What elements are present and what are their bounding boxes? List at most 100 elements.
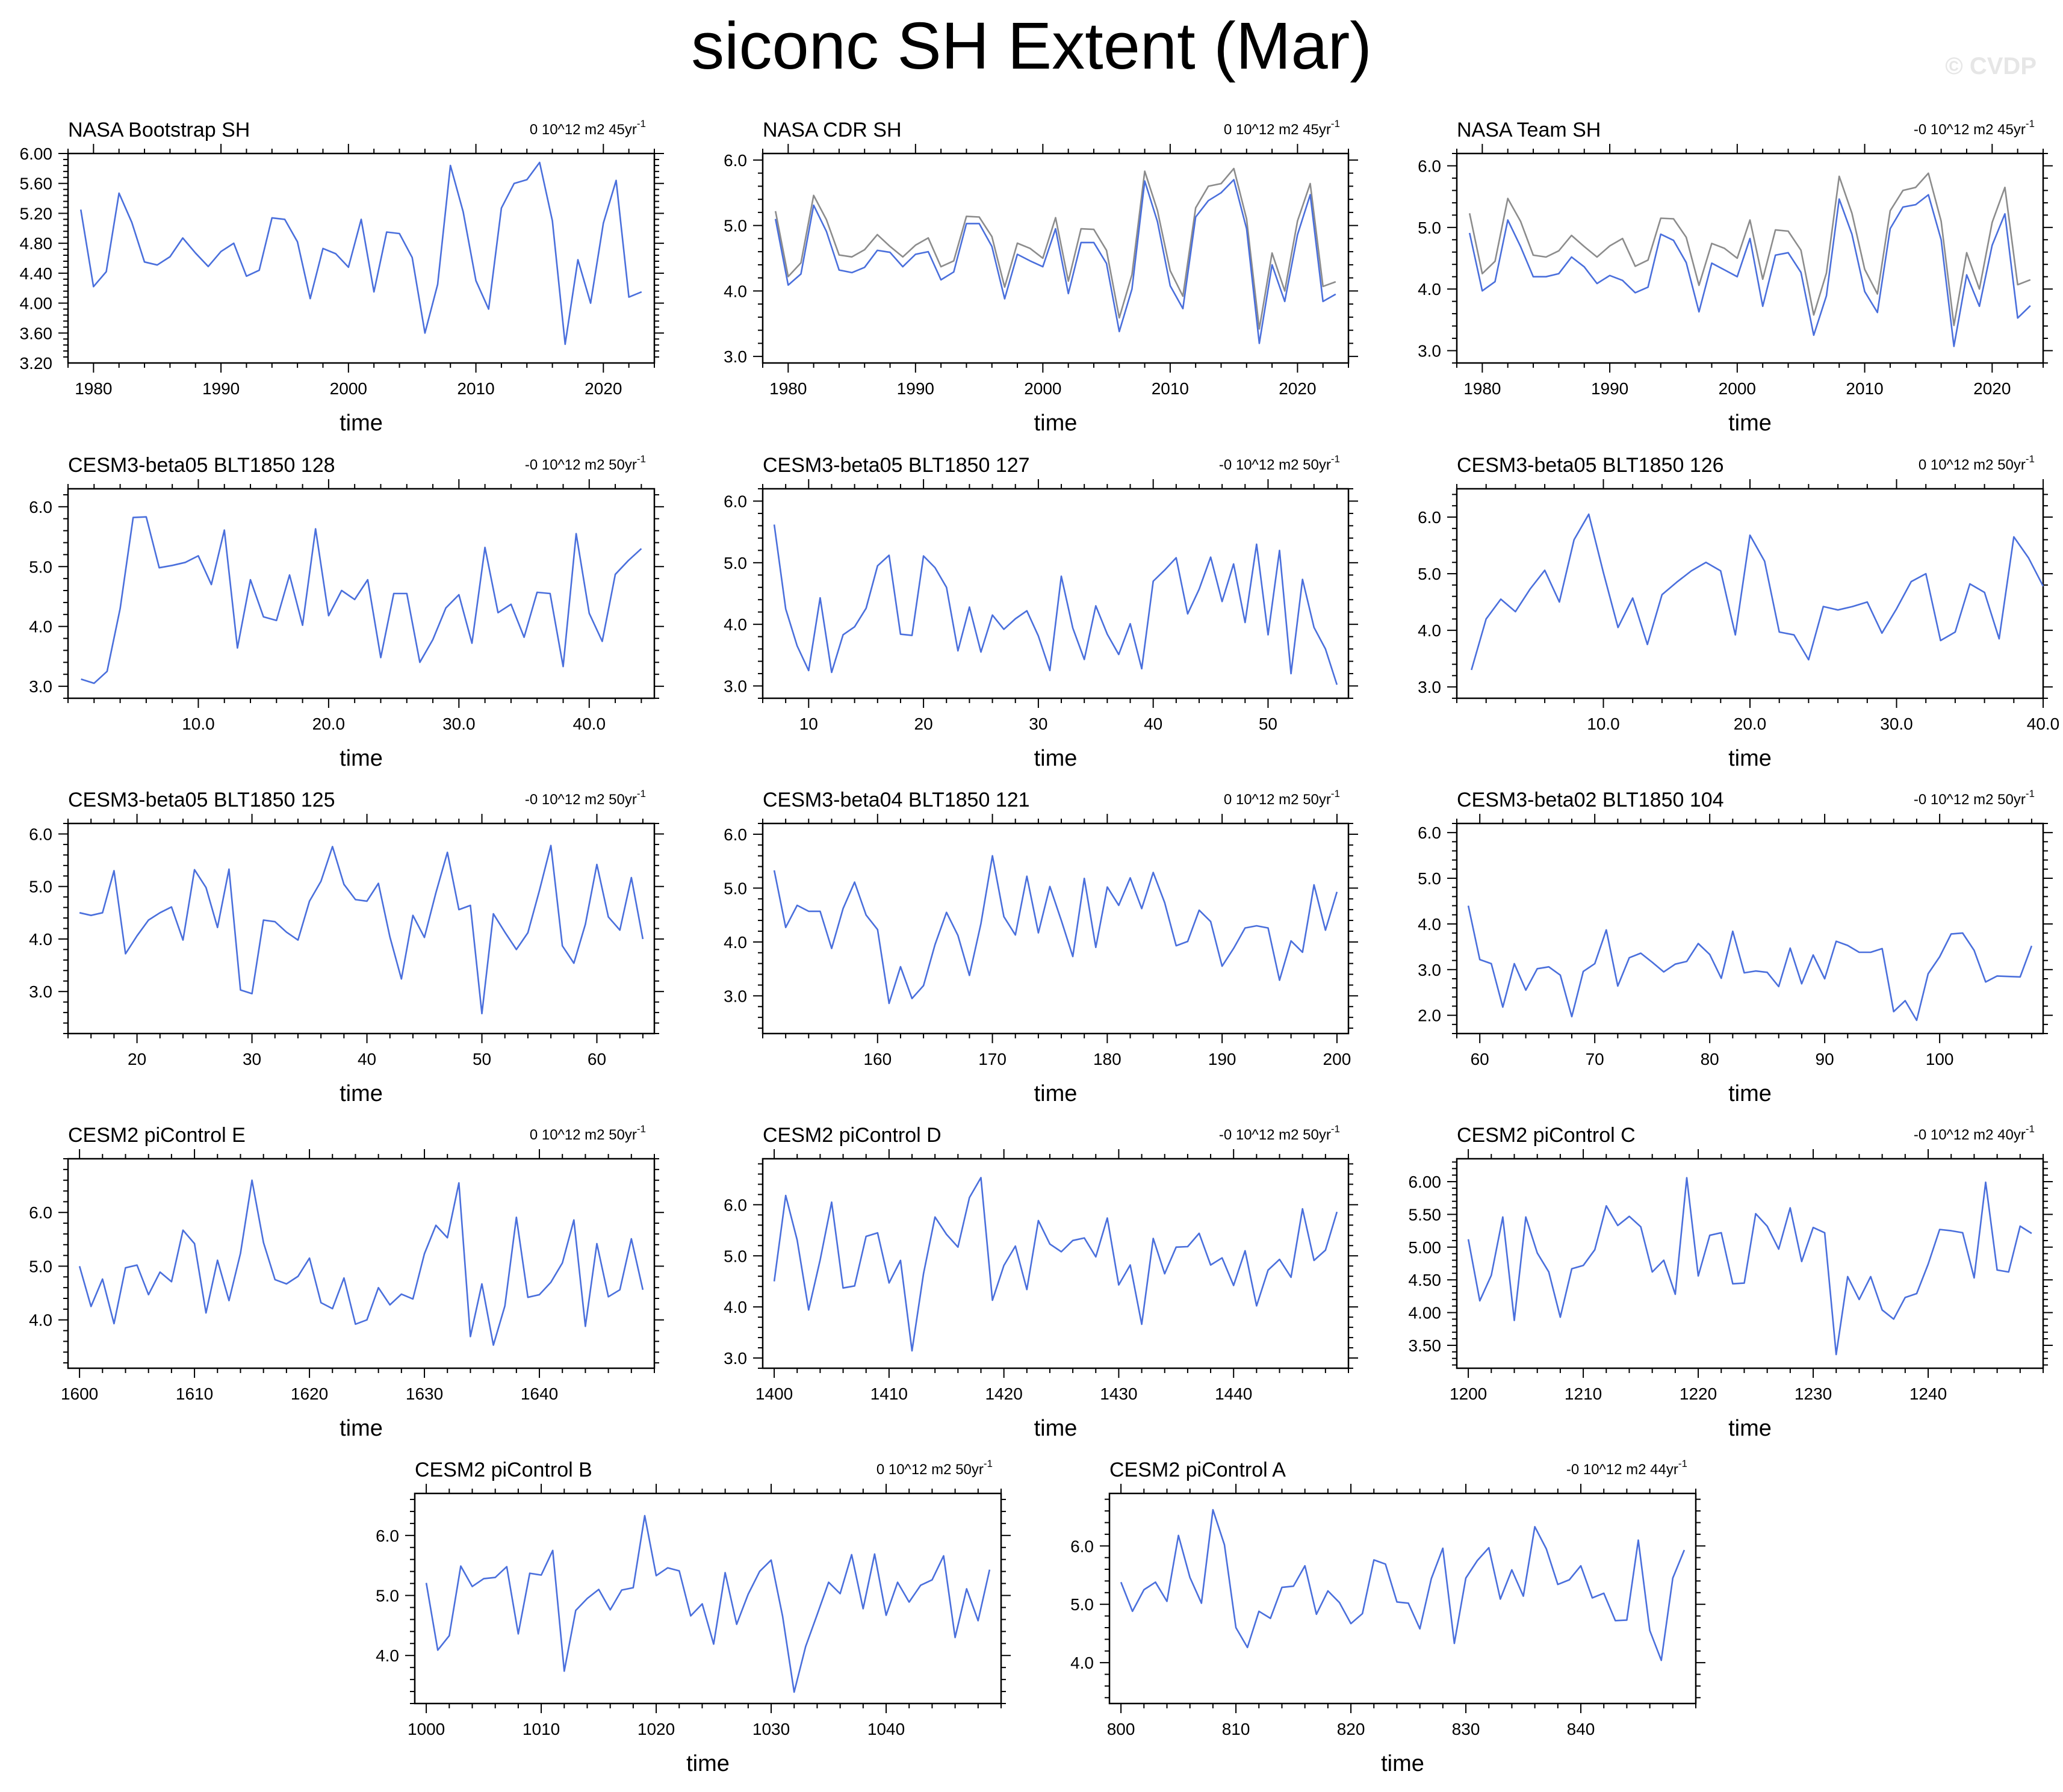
trend-label: -0 10^12 m2 50yr-1 bbox=[525, 453, 646, 473]
series-line-0 bbox=[78, 1179, 644, 1346]
y-tick-label: 3.60 bbox=[20, 324, 53, 343]
y-tick-label: 5.0 bbox=[376, 1587, 399, 1605]
y-tick-label: 5.20 bbox=[20, 204, 53, 223]
y-tick-label: 3.0 bbox=[29, 677, 52, 696]
x-tick-label: 1230 bbox=[1795, 1384, 1832, 1403]
x-tick-label: 1030 bbox=[752, 1720, 790, 1738]
chart-panel-4: CESM3-beta05 BLT1850 127 -0 10^12 m2 50yr… bbox=[724, 453, 1358, 771]
x-tick-label: 1610 bbox=[176, 1384, 213, 1403]
plot-frame bbox=[762, 1158, 1350, 1369]
y-tick-label: 6.00 bbox=[1409, 1173, 1442, 1191]
y-tick-label: 4.80 bbox=[20, 234, 53, 253]
y-tick-label: 5.0 bbox=[1418, 565, 1441, 583]
chart-panel-7: CESM3-beta04 BLT1850 121 0 10^12 m2 50yr-… bbox=[724, 788, 1358, 1106]
y-tick-label: 5.0 bbox=[724, 554, 747, 572]
x-tick-label: 1220 bbox=[1680, 1384, 1717, 1403]
x-tick-label: 180 bbox=[1093, 1050, 1121, 1068]
y-tick-label: 6.0 bbox=[29, 498, 52, 516]
x-tick-label: 170 bbox=[978, 1050, 1007, 1068]
series-line-1 bbox=[1468, 194, 2031, 347]
panel-title: CESM2 piControl A bbox=[1109, 1459, 1286, 1481]
x-tick-label: 20 bbox=[914, 715, 933, 733]
plot-frame bbox=[762, 488, 1350, 699]
x-tick-label: 1600 bbox=[61, 1384, 98, 1403]
y-tick-label: 6.0 bbox=[724, 825, 747, 844]
plot-frame bbox=[1456, 1158, 2044, 1369]
y-tick-label: 6.00 bbox=[20, 144, 53, 163]
y-tick-label: 3.0 bbox=[1418, 961, 1441, 979]
x-tick-label: 2010 bbox=[1846, 379, 1883, 398]
chart-panel-13: CESM2 piControl A -0 10^12 m2 44yr-1 4.0 5.… bbox=[1070, 1458, 1705, 1776]
series-line-0 bbox=[425, 1515, 991, 1693]
chart-panel-8: CESM3-beta02 BLT1850 104 -0 10^12 m2 50yr… bbox=[1418, 788, 2053, 1106]
x-tick-label: 2020 bbox=[1973, 379, 2011, 398]
y-tick-label: 5.0 bbox=[724, 1247, 747, 1265]
y-tick-label: 5.0 bbox=[1418, 869, 1441, 888]
trend-label: 0 10^12 m2 50yr-1 bbox=[876, 1458, 993, 1478]
x-axis-label: time bbox=[1034, 746, 1078, 771]
x-axis-label: time bbox=[686, 1751, 730, 1776]
panel-title: CESM3-beta05 BLT1850 126 bbox=[1457, 454, 1724, 477]
chart-panel-0: NASA Bootstrap SH 0 10^12 m2 45yr-1 3.20 3.… bbox=[20, 118, 664, 436]
x-tick-label: 1430 bbox=[1100, 1384, 1137, 1403]
y-tick-label: 4.0 bbox=[376, 1646, 399, 1665]
plot-frame bbox=[67, 488, 656, 699]
plot-frame bbox=[762, 822, 1350, 1035]
x-axis-label: time bbox=[1728, 1416, 1772, 1441]
x-tick-label: 1020 bbox=[638, 1720, 675, 1738]
y-tick-label: 2.0 bbox=[1418, 1006, 1441, 1025]
series-line-0 bbox=[774, 167, 1336, 330]
main-title: siconc SH Extent (Mar) bbox=[691, 9, 1372, 83]
x-tick-label: 1400 bbox=[755, 1384, 793, 1403]
y-tick-label: 4.40 bbox=[20, 264, 53, 283]
series-line-1 bbox=[774, 179, 1336, 344]
plot-frame bbox=[1456, 822, 2044, 1035]
series-line-0 bbox=[1120, 1508, 1686, 1661]
y-tick-label: 6.0 bbox=[1070, 1537, 1094, 1555]
y-tick-label: 6.0 bbox=[29, 825, 52, 843]
y-tick-label: 4.0 bbox=[1418, 621, 1441, 640]
y-tick-label: 3.0 bbox=[1418, 678, 1441, 696]
series-line-0 bbox=[81, 516, 642, 684]
series-line-0 bbox=[79, 161, 642, 346]
y-tick-label: 4.0 bbox=[724, 1298, 747, 1316]
x-tick-label: 1630 bbox=[406, 1384, 443, 1403]
y-tick-label: 6.0 bbox=[376, 1527, 399, 1545]
plot-frame bbox=[1456, 152, 2044, 364]
plot-frame bbox=[762, 152, 1350, 364]
x-tick-label: 2000 bbox=[1719, 379, 1756, 398]
chart-panel-1: NASA CDR SH 0 10^12 m2 45yr-1 3.0 4.0 5.0 6.0… bbox=[724, 118, 1358, 436]
series-line-0 bbox=[1467, 1177, 2032, 1356]
y-tick-label: 5.0 bbox=[29, 557, 52, 576]
x-tick-label: 30.0 bbox=[1880, 715, 1913, 733]
panel-title: CESM2 piControl C bbox=[1457, 1124, 1636, 1147]
y-tick-label: 6.0 bbox=[724, 1195, 747, 1214]
panel-title: CESM3-beta02 BLT1850 104 bbox=[1457, 789, 1724, 811]
x-tick-label: 40 bbox=[358, 1050, 376, 1068]
series-line-0 bbox=[773, 855, 1338, 1005]
trend-label: 0 10^12 m2 50yr-1 bbox=[530, 1123, 646, 1143]
x-tick-label: 2000 bbox=[1024, 379, 1061, 398]
x-tick-label: 1420 bbox=[985, 1384, 1022, 1403]
series-line-0 bbox=[1468, 172, 2031, 326]
y-tick-label: 3.50 bbox=[1409, 1336, 1442, 1355]
x-tick-label: 20.0 bbox=[1734, 715, 1767, 733]
x-tick-label: 1640 bbox=[521, 1384, 558, 1403]
y-tick-label: 4.0 bbox=[724, 282, 747, 300]
y-tick-label: 6.0 bbox=[1418, 508, 1441, 527]
y-tick-label: 5.50 bbox=[1409, 1205, 1442, 1224]
plot-frame bbox=[1456, 488, 2044, 699]
y-tick-label: 5.60 bbox=[20, 175, 53, 193]
plot-frame bbox=[67, 1158, 656, 1369]
chart-panel-12: CESM2 piControl B 0 10^12 m2 50yr-1 4.0 5.0… bbox=[376, 1458, 1011, 1776]
x-tick-label: 1240 bbox=[1909, 1384, 1947, 1403]
x-tick-label: 1990 bbox=[897, 379, 934, 398]
chart-panel-10: CESM2 piControl D -0 10^12 m2 50yr-1 3.0 4.… bbox=[724, 1123, 1358, 1441]
x-tick-label: 2010 bbox=[1152, 379, 1189, 398]
y-tick-label: 6.0 bbox=[724, 492, 747, 510]
trend-label: -0 10^12 m2 50yr-1 bbox=[1219, 453, 1340, 473]
x-tick-label: 70 bbox=[1586, 1050, 1604, 1068]
plot-frame bbox=[67, 822, 656, 1035]
plot-frame bbox=[414, 1492, 1002, 1705]
x-tick-label: 60 bbox=[1471, 1050, 1489, 1068]
